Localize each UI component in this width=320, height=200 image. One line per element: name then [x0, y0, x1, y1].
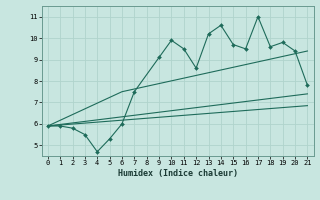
- X-axis label: Humidex (Indice chaleur): Humidex (Indice chaleur): [118, 169, 237, 178]
